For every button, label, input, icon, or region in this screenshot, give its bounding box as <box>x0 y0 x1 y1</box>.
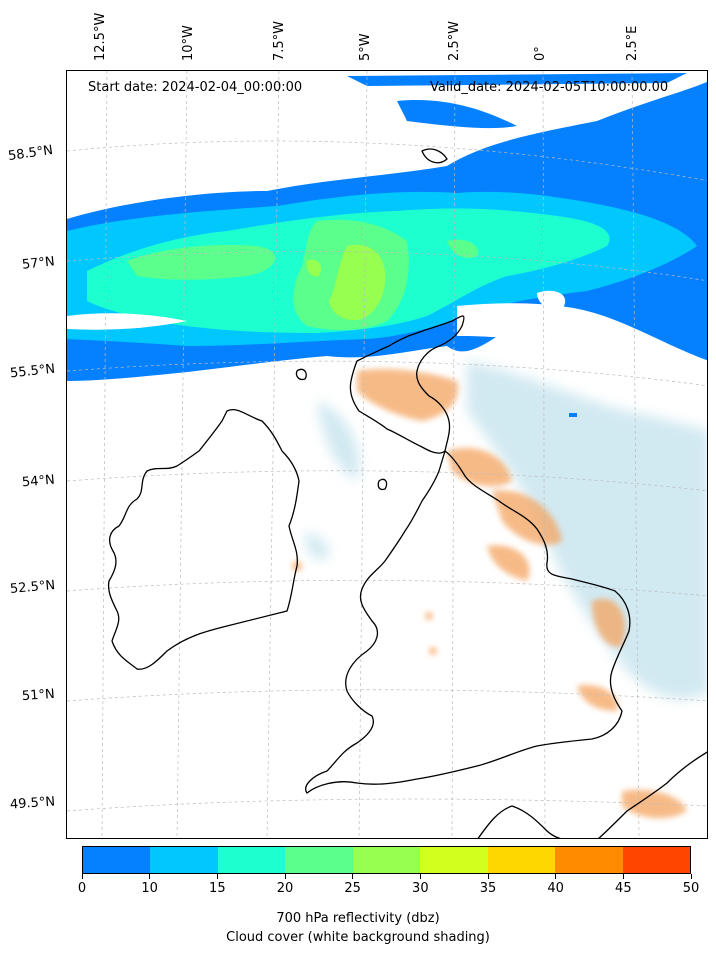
colorbar-segment <box>217 847 286 873</box>
colorbar-segment <box>487 847 556 873</box>
precip-shading <box>292 369 687 819</box>
colorbar-tick-mark <box>352 874 354 879</box>
map-canvas <box>67 71 707 838</box>
lat-label-52.5n: 52.5°N <box>9 578 56 597</box>
colorbar-segment <box>555 847 623 873</box>
lat-label-49.5n: 49.5°N <box>9 794 56 813</box>
band-gaps <box>67 290 707 381</box>
colorbar-tick-mark <box>690 874 692 879</box>
lon-label-2.5e: 2.5°E <box>625 25 640 61</box>
lon-label-5w: 5°W <box>358 33 373 61</box>
colorbar-segment <box>420 847 488 873</box>
valid-date-text: Valid_date: 2024-02-05T10:00:00.00 <box>430 80 669 95</box>
lat-label-57n: 57°N <box>21 254 56 273</box>
colorbar <box>82 846 691 874</box>
colorbar-label-cloud-cover: Cloud cover (white background shading) <box>226 930 490 945</box>
lon-label-7.5w: 7.5°W <box>272 20 287 61</box>
colorbar-tick-label: 40 <box>547 881 564 896</box>
colorbar-tick-label: 30 <box>412 881 429 896</box>
lat-label-58.5n: 58.5°N <box>7 142 54 165</box>
colorbar-tick-mark <box>149 874 151 879</box>
colorbar-segment <box>285 847 353 873</box>
colorbar-tick-label: 35 <box>479 881 497 896</box>
colorbar-tick-mark <box>216 874 218 879</box>
colorbar-tick-label: 10 <box>141 881 158 896</box>
start-date-text: Start date: 2024-02-04_00:00:00 <box>88 80 303 95</box>
colorbar-tick-mark <box>284 874 286 879</box>
colorbar-tick-label: 0 <box>77 881 87 896</box>
colorbar-label-reflectivity: 700 hPa reflectivity (dbz) <box>276 911 440 926</box>
colorbar-tick-mark <box>622 874 624 879</box>
colorbar-segment <box>352 847 421 873</box>
reflectivity-30 <box>306 244 386 321</box>
map-panel[interactable] <box>66 70 708 839</box>
lon-label-10w: 10°W <box>181 25 196 61</box>
colorbar-segment <box>150 847 218 873</box>
colorbar-tick-label: 50 <box>682 881 700 896</box>
coastlines <box>107 148 707 838</box>
colorbar-tick-mark <box>419 874 421 879</box>
lat-label-54n: 54°N <box>21 472 56 491</box>
colorbar-tick-label: 15 <box>209 881 226 896</box>
colorbar-tick-label: 45 <box>615 881 632 896</box>
lat-label-55.5n: 55.5°N <box>9 361 56 382</box>
gridlines <box>67 71 707 838</box>
lon-label-2.5w: 2.5°W <box>447 20 462 61</box>
cloud-cover-shading <box>305 361 707 700</box>
blue-patch <box>569 413 577 417</box>
colorbar-segment <box>83 847 151 873</box>
colorbar-tick-label: 20 <box>276 881 294 896</box>
lon-label-12.5w: 12.5°W <box>93 12 108 61</box>
colorbar-tick-mark <box>81 874 83 879</box>
lon-label-0: 0° <box>533 46 548 61</box>
colorbar-tick-mark <box>487 874 489 879</box>
colorbar-segment <box>622 847 690 873</box>
colorbar-tick-mark <box>555 874 557 879</box>
lat-label-51n: 51°N <box>21 686 56 705</box>
colorbar-tick-label: 25 <box>344 881 361 896</box>
